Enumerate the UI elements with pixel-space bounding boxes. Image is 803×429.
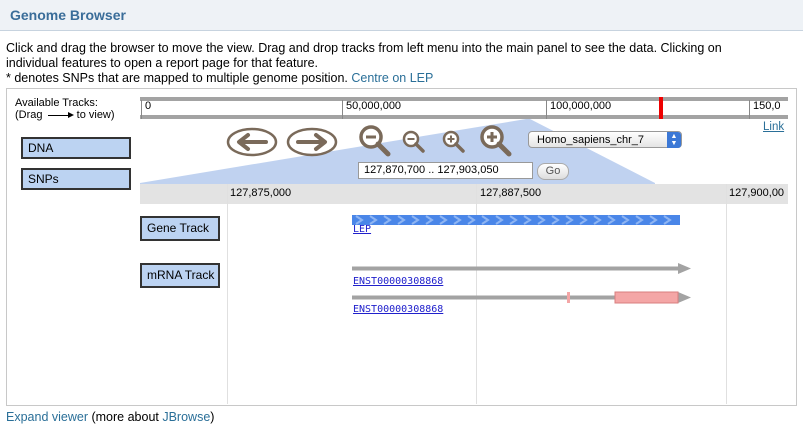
zoom-in-small-icon[interactable] <box>441 129 467 155</box>
page-title: Genome Browser <box>10 7 126 23</box>
drag-hint-left: (Drag <box>15 109 43 121</box>
drag-hint-right: to view) <box>76 109 115 121</box>
chromosome-select[interactable]: Homo_sapiens_chr_7 ▲ ▼ <box>528 131 682 148</box>
footer-text: (more about <box>88 410 163 424</box>
ruler-label: 127,887,500 <box>480 187 542 199</box>
overview-tick: 150,0 <box>749 100 781 119</box>
overview-bar-bottom <box>140 115 788 119</box>
left-arrow-icon[interactable] <box>226 127 278 157</box>
zoom-out-large-icon[interactable] <box>357 123 393 159</box>
available-tracks-header: Available Tracks: (Drag to view) <box>15 97 115 121</box>
ruler-label: 127,900,00 <box>729 187 785 199</box>
available-tracks-title: Available Tracks: <box>15 97 98 109</box>
drag-hint: (Drag to view) <box>15 109 115 121</box>
go-button[interactable]: Go <box>537 163 569 180</box>
mrna-feature-2[interactable] <box>352 291 692 305</box>
gene-feature-lep[interactable] <box>352 214 682 226</box>
ruler-label: 127,875,000 <box>230 187 292 199</box>
grid-line <box>227 184 228 404</box>
footer: Expand viewer (more about JBrowse) <box>6 410 214 424</box>
mrna-feature-label[interactable]: ENST00000308868 <box>353 276 444 287</box>
zoom-in-large-icon[interactable] <box>478 123 514 159</box>
chevron-updown-icon: ▲ ▼ <box>667 132 681 148</box>
grid-line <box>476 184 477 404</box>
position-ruler <box>140 184 788 204</box>
location-input[interactable] <box>358 162 533 179</box>
track-dna[interactable]: DNA <box>21 137 131 159</box>
footer-text-end: ) <box>210 410 215 424</box>
chromosome-overview[interactable]: 0 50,000,000 100,000,000 150,0 <box>140 97 788 119</box>
expand-viewer-link[interactable]: Expand viewer <box>6 410 88 424</box>
track-snps[interactable]: SNPs <box>21 168 131 190</box>
jbrowse-link[interactable]: JBrowse <box>162 410 211 424</box>
genome-browser-panel[interactable]: Available Tracks: (Drag to view) DNA SNP… <box>6 88 797 406</box>
grid-line <box>726 184 727 404</box>
gene-feature-label[interactable]: LEP <box>353 224 372 235</box>
overview-tick: 0 <box>141 100 151 119</box>
mrna-feature-1[interactable] <box>352 263 692 275</box>
page-header: Genome Browser <box>0 0 803 31</box>
mrna-track-label[interactable]: mRNA Track <box>140 263 220 288</box>
instructions-line-3: * denotes SNPs that are mapped to multip… <box>6 71 348 85</box>
right-arrow-icon <box>47 111 74 118</box>
instructions: Click and drag the browser to move the v… <box>6 41 796 86</box>
current-location-marker <box>659 97 663 119</box>
chromosome-selected-value: Homo_sapiens_chr_7 <box>537 134 645 146</box>
mrna-feature-label[interactable]: ENST00000308868 <box>353 304 444 315</box>
permalink-link[interactable]: Link <box>763 121 785 133</box>
zoom-out-small-icon[interactable] <box>401 129 427 155</box>
instructions-line-2: individual features to open a report pag… <box>6 56 319 70</box>
gene-track-label[interactable]: Gene Track <box>140 216 220 241</box>
overview-bar-top <box>140 97 788 101</box>
instructions-line-1: Click and drag the browser to move the v… <box>6 41 722 55</box>
overview-tick: 50,000,000 <box>342 100 401 119</box>
right-arrow-icon[interactable] <box>286 127 338 157</box>
centre-on-gene-link[interactable]: Centre on LEP <box>351 71 434 85</box>
overview-tick: 100,000,000 <box>546 100 611 119</box>
